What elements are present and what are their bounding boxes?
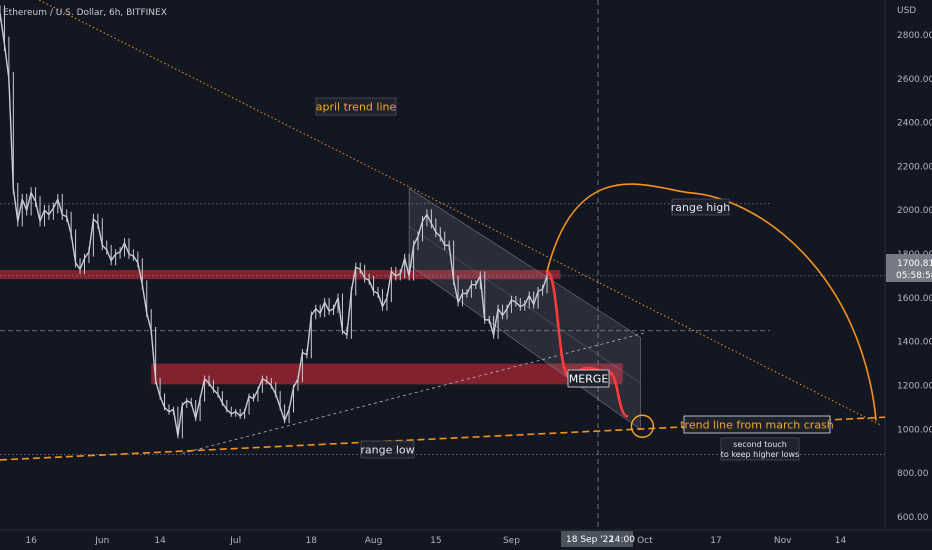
trend-line-0: [37, 0, 881, 426]
range-high-projection-arc: [546, 183, 877, 421]
x-tick-label: 14: [154, 536, 166, 546]
x-tick-label: 15: [430, 536, 441, 546]
current-price: 1700.81: [897, 259, 932, 269]
target-circle: [630, 414, 655, 438]
april-trend-line-label: april trend line: [316, 101, 397, 114]
y-tick-label: 2600.00: [897, 75, 932, 85]
x-tick-label: Jul: [229, 536, 241, 546]
second-touch-line2: to keep higher lows: [721, 450, 799, 459]
support-resistance-zones: [0, 270, 623, 385]
y-tick-label: 2200.00: [897, 162, 932, 172]
bar-countdown: 05:58:58: [896, 271, 932, 281]
y-tick-label: 1400.00: [897, 338, 932, 348]
second-touch-box: [720, 437, 800, 461]
crosshair-time: 14:00: [609, 535, 635, 545]
price-line: [0, 13, 548, 437]
y-tick-label: 1600.00: [897, 294, 932, 304]
annotations: april trend line range high MERGE trend …: [315, 97, 834, 461]
y-tick-label: 1200.00: [897, 381, 932, 391]
projections: [545, 183, 877, 438]
merge-label-box: [567, 369, 610, 388]
symbol-title: Ethereum / U.S. Dollar, 6h, BITFINEX: [3, 8, 167, 18]
x-tick-label: 17: [710, 536, 721, 546]
y-tick-label: 800.00: [897, 469, 929, 479]
x-tick-label: Aug: [365, 536, 383, 546]
x-tick-label: 18: [306, 536, 318, 546]
price-tag-background: [886, 254, 932, 282]
range-low-label-box: [360, 440, 415, 459]
second-touch-line1: second touch: [733, 440, 787, 449]
currency-label: USD: [897, 6, 916, 16]
zone-1: [151, 363, 623, 385]
x-tick-label: Sep: [503, 536, 520, 546]
price-series: [0, 5, 548, 439]
trend-line-2: [182, 332, 645, 454]
range-high-label: range high: [671, 201, 730, 214]
x-tick-label: 14: [835, 536, 847, 546]
x-tick-label: 16: [25, 536, 37, 546]
x-tick-label: Nov: [774, 536, 792, 546]
crosshair-date-tag: 18 Sep '22 14:00: [561, 531, 635, 547]
current-price-tag[interactable]: 1700.81 05:58:58: [886, 254, 932, 282]
march-crash-label: trend line from march crash: [680, 419, 834, 432]
april-trend-line-label-box: [315, 97, 397, 116]
march-crash-label-box: [683, 415, 831, 434]
merge-projection-path: [545, 270, 629, 418]
merge-label: MERGE: [569, 373, 609, 386]
x-tick-label: Oct: [637, 536, 653, 546]
y-tick-label: 2000.00: [897, 206, 932, 216]
range-low-label: range low: [360, 444, 414, 457]
y-tick-label: 600.00: [897, 513, 929, 523]
zone-0: [0, 270, 561, 280]
y-tick-label: 2800.00: [897, 31, 932, 41]
crosshair-date: 18 Sep '22: [566, 535, 614, 545]
y-tick-label: 1000.00: [897, 425, 932, 435]
crosshair-date-background: [561, 531, 633, 547]
time-axis[interactable]: 16 Jun 14 Jul 18 Aug 15 Sep Oct 17 Nov 14: [25, 536, 846, 546]
range-high-label-box: [671, 198, 730, 216]
y-tick-label: 2400.00: [897, 119, 932, 129]
x-tick-label: Jun: [94, 536, 109, 546]
